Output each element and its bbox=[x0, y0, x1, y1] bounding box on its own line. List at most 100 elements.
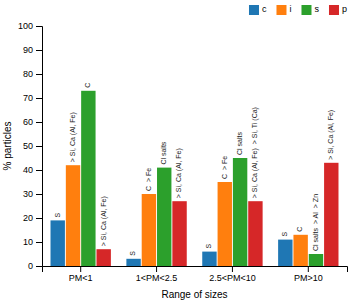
y-axis-line bbox=[36, 27, 43, 267]
y-tick-mark bbox=[36, 50, 42, 51]
y-tick-label: 90 bbox=[23, 45, 33, 55]
x-tick: 2.5<PM<10 bbox=[209, 266, 256, 283]
annotation: > Al bbox=[312, 212, 319, 224]
y-tick: 10 bbox=[23, 237, 42, 247]
annotation: C bbox=[296, 227, 303, 232]
legend-swatch bbox=[276, 5, 286, 15]
bar-series bbox=[66, 165, 308, 266]
y-tick-label: 70 bbox=[23, 93, 33, 103]
legend-swatch bbox=[329, 5, 339, 15]
annotation: > Zn bbox=[312, 194, 319, 208]
y-tick: 80 bbox=[23, 69, 42, 79]
legend-item: p bbox=[329, 4, 347, 15]
x-tick-label: 1<PM<2.5 bbox=[136, 273, 178, 283]
bar-series bbox=[96, 163, 338, 266]
x-tick-mark bbox=[80, 266, 81, 272]
annotation: S bbox=[281, 232, 288, 237]
y-tick-mark bbox=[36, 98, 42, 99]
x-axis-line bbox=[43, 267, 348, 273]
y-tick-mark bbox=[36, 218, 42, 219]
y-tick-mark bbox=[36, 74, 42, 75]
annotation: C bbox=[145, 186, 152, 191]
annotation: > Si, Ca (Al, Fe) bbox=[100, 196, 108, 246]
y-tick: 30 bbox=[23, 189, 42, 199]
x-tick: 1<PM<2.5 bbox=[136, 266, 178, 283]
y-axis: 0102030405060708090100 bbox=[18, 21, 43, 271]
annotation: Cl salts bbox=[160, 141, 167, 164]
chart: 0102030405060708090100PM<11<PM<2.52.5<PM… bbox=[0, 0, 355, 304]
y-tick-mark bbox=[36, 170, 42, 171]
annotation: S bbox=[205, 244, 212, 249]
bar bbox=[126, 259, 140, 266]
y-tick-mark bbox=[36, 266, 42, 267]
bar bbox=[172, 201, 186, 266]
y-axis-title: % particles bbox=[2, 122, 13, 171]
annotation: > Si, Ca (Al, Fe) bbox=[327, 110, 335, 160]
x-tick: PM>10 bbox=[294, 266, 323, 283]
annotation: S bbox=[129, 251, 136, 256]
annotation: S bbox=[54, 212, 61, 217]
legend-item: c bbox=[249, 4, 267, 15]
y-tick-mark bbox=[36, 26, 42, 27]
legend-swatch bbox=[301, 5, 311, 15]
legend-label: c bbox=[262, 4, 267, 14]
x-tick-mark bbox=[308, 266, 309, 272]
annotations: S > Si, Ca (Al, Fe) C > Si, Ca (Al, Fe) S C Cl… bbox=[54, 83, 336, 256]
bar bbox=[51, 220, 65, 266]
y-tick-label: 30 bbox=[23, 189, 33, 199]
bar-series bbox=[81, 91, 323, 266]
legend-label: p bbox=[342, 4, 347, 14]
annotation: > Si, Ca (Al, Fe) bbox=[69, 112, 77, 162]
y-tick-label: 40 bbox=[23, 165, 33, 175]
y-tick-mark bbox=[36, 242, 42, 243]
x-axis-title: Range of sizes bbox=[161, 289, 227, 300]
y-tick-mark bbox=[36, 146, 42, 147]
bar bbox=[157, 168, 171, 266]
x-tick-label: PM>10 bbox=[294, 273, 323, 283]
annotation: Cl salts bbox=[236, 132, 243, 155]
y-tick: 70 bbox=[23, 93, 42, 103]
bar bbox=[248, 201, 262, 266]
y-tick-label: 60 bbox=[23, 117, 33, 127]
x-tick-mark bbox=[232, 266, 233, 272]
legend-label: i bbox=[289, 4, 291, 14]
bar bbox=[81, 91, 95, 266]
annotation: > Fe bbox=[145, 168, 152, 182]
bar bbox=[324, 163, 338, 266]
annotation: Cl salts bbox=[312, 228, 319, 251]
plot: 0102030405060708090100PM<11<PM<2.52.5<PM… bbox=[18, 21, 348, 283]
bar bbox=[278, 240, 292, 266]
x-tick-label: PM<1 bbox=[69, 273, 93, 283]
y-tick: 40 bbox=[23, 165, 42, 175]
bar bbox=[293, 235, 307, 266]
bars bbox=[51, 91, 339, 266]
legend-item: i bbox=[276, 4, 291, 15]
y-tick: 90 bbox=[23, 45, 42, 55]
y-tick-mark bbox=[36, 122, 42, 123]
annotation: > Si, Ca (Al, Fe) bbox=[251, 148, 259, 198]
legend: cisp bbox=[249, 4, 347, 15]
bar bbox=[202, 252, 216, 266]
annotation: C bbox=[221, 174, 228, 179]
bar bbox=[96, 249, 110, 266]
y-tick-label: 20 bbox=[23, 213, 33, 223]
bar bbox=[142, 194, 156, 266]
bar bbox=[218, 182, 232, 266]
y-tick-mark bbox=[36, 194, 42, 195]
x-tick-label: 2.5<PM<10 bbox=[209, 273, 256, 283]
x-tick-mark bbox=[156, 266, 157, 272]
bar bbox=[233, 158, 247, 266]
y-tick: 20 bbox=[23, 213, 42, 223]
annotation: > Si, Ti (Ca) bbox=[251, 107, 259, 144]
y-tick: 100 bbox=[18, 21, 42, 31]
x-tick: PM<1 bbox=[69, 266, 93, 283]
x-axis: PM<1 1<PM<2.5 2.5<PM<10 PM>10 bbox=[43, 266, 348, 283]
annotation: C bbox=[84, 83, 91, 88]
legend-label: s bbox=[314, 4, 319, 14]
y-tick-label: 100 bbox=[18, 21, 33, 31]
bar bbox=[66, 165, 80, 266]
y-tick-label: 10 bbox=[23, 237, 33, 247]
annotation: > Fe bbox=[221, 156, 228, 170]
y-tick: 60 bbox=[23, 117, 42, 127]
y-tick-label: 80 bbox=[23, 69, 33, 79]
